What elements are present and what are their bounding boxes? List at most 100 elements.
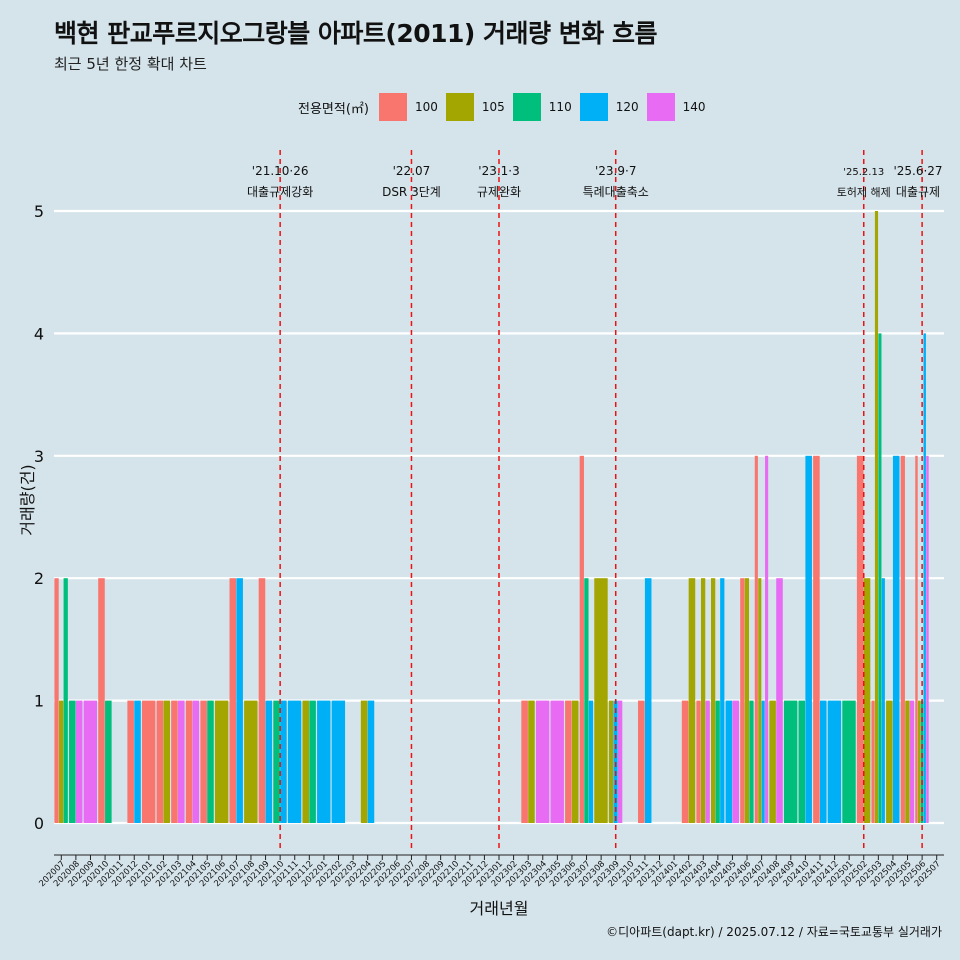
event-date-202207: '22.07 xyxy=(393,164,431,178)
bar-202506-120 xyxy=(923,333,926,823)
bar-202404-105 xyxy=(710,578,716,823)
bar-202503-105 xyxy=(874,211,879,823)
bar-202505-105 xyxy=(905,700,910,823)
bar-202112-110 xyxy=(309,700,316,823)
bar-202307-110 xyxy=(584,578,589,823)
bar-202007-110 xyxy=(63,578,68,823)
legend-item-120: 120 xyxy=(579,93,639,121)
legend-swatch-140 xyxy=(646,93,675,121)
bar-202105-100 xyxy=(200,700,207,823)
bar-202411-100 xyxy=(813,455,820,823)
bar-202404-110 xyxy=(715,700,720,823)
event-date-202110: '21.10·26 xyxy=(252,164,309,178)
bar-202505-140 xyxy=(909,700,915,823)
bar-202107-120 xyxy=(236,578,243,823)
bar-202309-140 xyxy=(618,700,623,823)
bar-202307-100 xyxy=(579,455,584,823)
bar-202405-140 xyxy=(732,700,739,823)
y-tick-label-0: 0 xyxy=(34,814,44,833)
page-subtitle: 최근 5년 한정 확대 차트 xyxy=(54,55,207,73)
bar-202309-120 xyxy=(613,700,618,823)
bar-202503-100 xyxy=(871,700,875,823)
bar-202403-105 xyxy=(700,578,706,823)
bar-202109-100 xyxy=(258,578,266,823)
bar-202506-140 xyxy=(926,455,929,823)
bar-202504-120 xyxy=(892,455,900,823)
event-date-202309: '23.9·7 xyxy=(595,164,636,178)
event-label-202502: 토허제 해제 xyxy=(837,185,891,199)
bar-202012-100 xyxy=(127,700,134,823)
bar-202303-100 xyxy=(521,700,528,823)
bar-202112-105 xyxy=(302,700,310,823)
y-tick-label-4: 4 xyxy=(34,324,44,343)
bar-202402-100 xyxy=(681,700,689,823)
bar-202104-100 xyxy=(185,700,193,823)
bar-202403-140 xyxy=(705,700,710,823)
legend-item-105: 105 xyxy=(445,93,505,121)
bar-202309-105 xyxy=(608,700,614,823)
bar-202503-110 xyxy=(878,333,882,823)
bar-202008-110 xyxy=(69,700,76,823)
bar-202405-120 xyxy=(725,700,733,823)
bar-202409-110 xyxy=(783,700,798,823)
bar-202204-105 xyxy=(360,700,368,823)
y-tick-label-5: 5 xyxy=(34,202,44,221)
bar-202008-140 xyxy=(75,700,83,823)
legend-label-120: 120 xyxy=(615,100,639,114)
bar-202505-100 xyxy=(900,455,905,823)
bar-202311-100 xyxy=(638,700,645,823)
bar-202311-120 xyxy=(644,578,652,823)
bar-202407-140 xyxy=(765,455,769,823)
bar-202410-120 xyxy=(805,455,812,823)
bar-202102-105 xyxy=(163,700,170,823)
bar-202304-140 xyxy=(535,700,550,823)
event-label-202309: 특례대출축소 xyxy=(583,185,649,199)
bar-202501-110 xyxy=(842,700,856,823)
y-tick-label-1: 1 xyxy=(34,692,44,711)
bar-202406-105 xyxy=(744,578,750,823)
legend-title: 전용면적(㎡) xyxy=(298,101,369,117)
bar-202402-105 xyxy=(688,578,696,823)
source-note: ©디아파트(dapt.kr) / 2025.07.12 / 자료=국토교통부 실… xyxy=(606,925,942,939)
bar-202407-100 xyxy=(754,455,758,823)
y-axis-title: 거래량(건) xyxy=(18,464,37,535)
bar-202308-105 xyxy=(594,578,608,823)
event-label-202301: 규제완화 xyxy=(477,185,521,199)
bar-202506-100 xyxy=(915,455,918,823)
bar-202410-110 xyxy=(798,700,806,823)
bar-202110-110 xyxy=(273,700,280,823)
y-tick-label-2: 2 xyxy=(34,569,44,588)
bar-202307-120 xyxy=(588,700,594,823)
bar-202204-120 xyxy=(367,700,375,823)
bar-202009-140 xyxy=(83,700,98,823)
event-date-202506: '25.6·27 xyxy=(893,164,942,178)
legend-item-140: 140 xyxy=(646,93,706,121)
bar-202506-105 xyxy=(918,700,921,823)
bar-202010-110 xyxy=(105,700,112,823)
bar-202306-100 xyxy=(565,700,572,823)
legend-swatch-110 xyxy=(512,93,541,121)
bar-202407-120 xyxy=(761,700,765,823)
bar-202303-105 xyxy=(528,700,535,823)
bar-202103-140 xyxy=(178,700,185,823)
bar-202104-140 xyxy=(192,700,200,823)
bar-202408-140 xyxy=(776,578,783,823)
legend-swatch-100 xyxy=(378,93,407,121)
bar-202408-105 xyxy=(769,700,776,823)
legend-label-110: 110 xyxy=(548,100,572,114)
page-title: 백현 판교푸르지오그랑블 아파트(2011) 거래량 변화 흐름 xyxy=(54,19,657,48)
bar-202103-100 xyxy=(171,700,178,823)
x-axis-title: 거래년월 xyxy=(470,899,529,918)
bar-202110-120 xyxy=(280,700,287,823)
bar-202105-110 xyxy=(207,700,214,823)
event-date-202301: '23.1·3 xyxy=(478,164,519,178)
bar-202101-100 xyxy=(141,700,156,823)
bar-202305-140 xyxy=(550,700,564,823)
bar-202407-105 xyxy=(758,578,762,823)
legend-item-100: 100 xyxy=(378,93,438,121)
bar-202201-120 xyxy=(317,700,331,823)
bar-202012-120 xyxy=(134,700,141,823)
bar-202506-110 xyxy=(920,700,924,823)
bar-202111-120 xyxy=(287,700,302,823)
